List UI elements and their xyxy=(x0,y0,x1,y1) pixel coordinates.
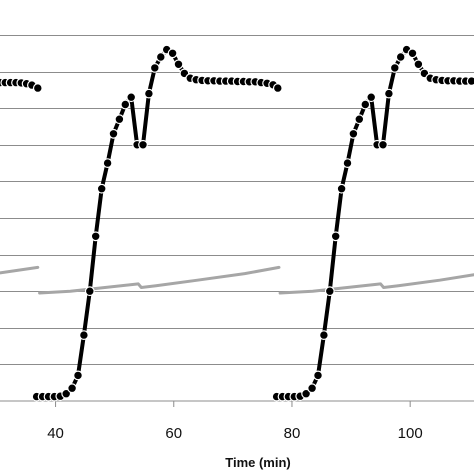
data-point xyxy=(466,76,474,86)
x-axis-ticks xyxy=(55,401,411,407)
gray-line-segment-1 xyxy=(0,265,40,275)
data-point xyxy=(413,59,424,70)
series-dark xyxy=(0,44,474,402)
data-point xyxy=(120,99,131,110)
data-point xyxy=(313,370,323,381)
data-point xyxy=(342,158,353,169)
data-point xyxy=(389,63,400,73)
data-point xyxy=(114,114,125,125)
dark-line-segment-3 xyxy=(274,47,474,399)
data-point xyxy=(407,48,418,59)
x-tick-label-80: 80 xyxy=(284,425,301,442)
data-point xyxy=(32,83,43,93)
data-point xyxy=(319,330,329,341)
data-point xyxy=(348,128,359,139)
data-point xyxy=(126,92,137,103)
gray-line-segment-2 xyxy=(38,265,281,295)
data-point xyxy=(366,92,377,103)
data-point xyxy=(102,158,113,169)
data-point xyxy=(73,370,83,381)
data-point xyxy=(78,330,89,341)
x-axis-tick-labels: 40 60 80 100 xyxy=(47,425,422,442)
data-point xyxy=(354,114,365,125)
data-point xyxy=(143,88,154,99)
data-point xyxy=(272,83,283,93)
gray-line-segment-3 xyxy=(278,273,474,295)
x-tick-label-60: 60 xyxy=(165,425,182,442)
data-point xyxy=(378,139,388,150)
data-point xyxy=(173,59,184,70)
data-point xyxy=(138,139,148,150)
data-point xyxy=(301,388,312,399)
data-point xyxy=(84,286,95,297)
data-point xyxy=(149,63,160,73)
data-point xyxy=(167,48,178,59)
data-point xyxy=(330,231,341,242)
data-point xyxy=(96,183,107,194)
data-point xyxy=(67,383,77,394)
data-point xyxy=(90,231,101,242)
data-point xyxy=(307,383,318,394)
data-point xyxy=(61,388,72,399)
data-point xyxy=(108,128,119,139)
data-point xyxy=(360,99,371,110)
data-point xyxy=(324,286,335,297)
series-gray xyxy=(0,265,474,295)
data-point xyxy=(395,52,406,62)
x-axis-title: Time (min) xyxy=(225,455,291,470)
dark-line-segment-2 xyxy=(34,47,280,399)
x-tick-label-100: 100 xyxy=(398,425,423,442)
data-point xyxy=(384,88,394,99)
x-tick-label-40: 40 xyxy=(47,425,64,442)
data-point xyxy=(336,183,347,194)
data-point xyxy=(155,52,166,62)
